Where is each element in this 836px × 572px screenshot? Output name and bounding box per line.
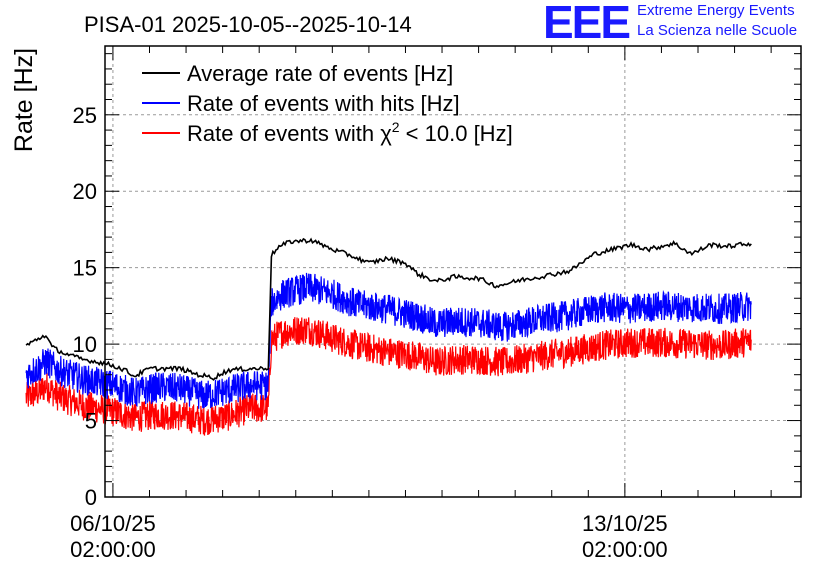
series-layer [25, 237, 752, 436]
legend-label: Average rate of events [Hz] [187, 61, 453, 86]
x-tick-label-date: 13/10/25 [582, 511, 668, 536]
y-axis-label: Rate [Hz] [10, 48, 38, 152]
axis-ticks: 051015202506/10/2502:00:0013/10/2502:00:… [70, 46, 801, 562]
org-name-line2: La Scienza nelle Scuole [637, 22, 798, 39]
grid [105, 46, 801, 497]
legend-label: Rate of events with χ2 < 10.0 [Hz] [187, 119, 513, 146]
org-name-line1: Extreme Energy Events [637, 2, 795, 19]
chart-title: PISA-01 2025-10-05--2025-10-14 [84, 12, 412, 37]
x-tick-label-time: 02:00:00 [582, 537, 668, 562]
y-tick-label: 15 [73, 256, 97, 281]
series-line [25, 237, 752, 381]
y-tick-label: 5 [85, 409, 97, 434]
eee-logo: EEE [543, 0, 631, 48]
series-line [25, 272, 752, 409]
legend: Average rate of events [Hz] Rate of event… [142, 61, 513, 146]
y-tick-label: 25 [73, 103, 97, 128]
plot-frame [104, 45, 802, 498]
x-tick-label-time: 02:00:00 [70, 537, 156, 562]
y-tick-label: 10 [73, 332, 97, 357]
series-line [25, 317, 752, 436]
legend-label: Rate of events with hits [Hz] [187, 91, 460, 116]
x-tick-label-date: 06/10/25 [70, 511, 156, 536]
y-tick-label: 20 [73, 179, 97, 204]
y-tick-label: 0 [85, 485, 97, 510]
